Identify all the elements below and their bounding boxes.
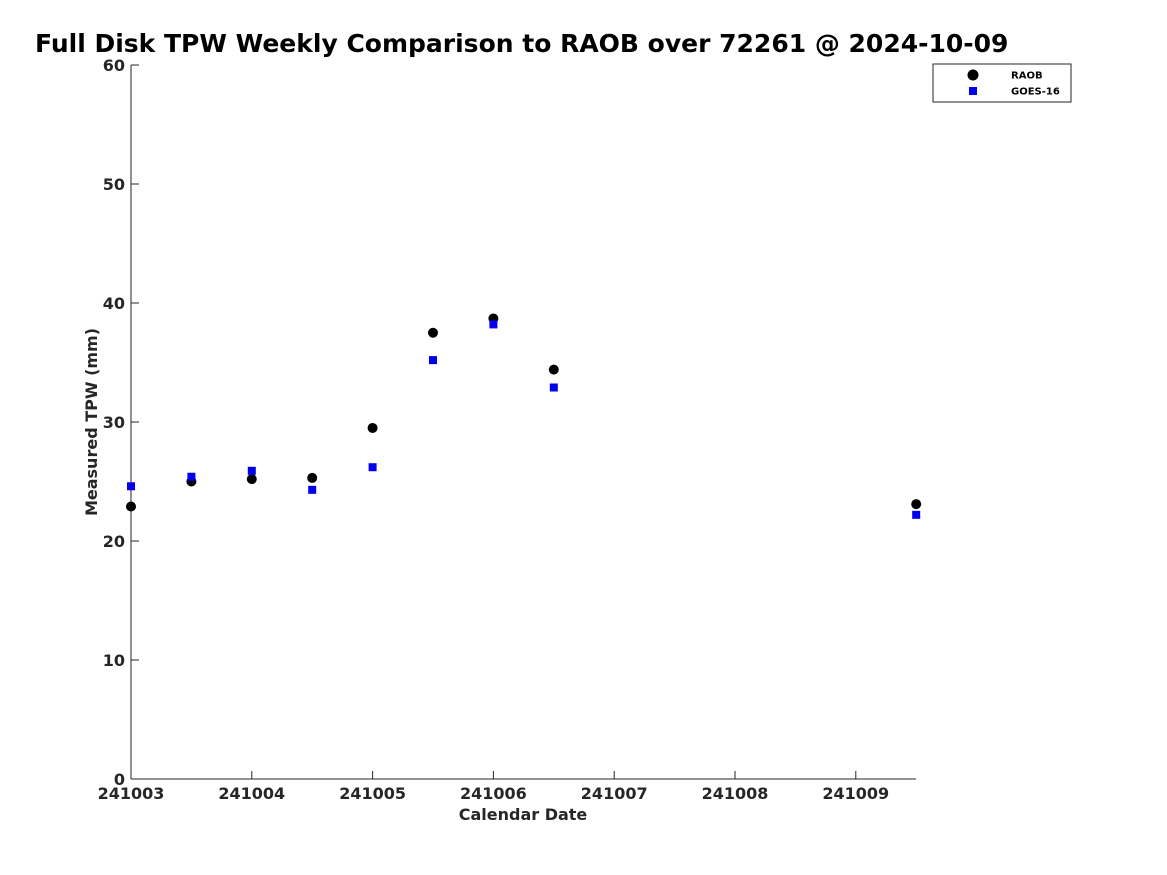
point-goes-16 [127,482,135,491]
legend-goes-label: GOES-16 [1011,87,1060,98]
y-tick-label: 60 [103,56,125,75]
x-tick-label: 241009 [822,784,889,803]
data-points [126,313,922,519]
point-goes-16 [489,320,498,329]
point-raob [911,499,922,510]
point-goes-16 [912,510,921,519]
chart-title: Full Disk TPW Weekly Comparison to RAOB … [35,29,1008,58]
point-goes-16 [187,472,196,481]
y-tick-label: 50 [103,175,125,194]
point-raob [548,364,559,375]
x-tick-label: 241006 [460,784,527,803]
plot-axes [130,65,916,780]
y-tick-label: 0 [114,770,125,789]
x-tick-label: 241004 [218,784,285,803]
y-tick-label: 10 [103,651,125,670]
legend-raob-marker [967,69,979,81]
point-raob [126,501,136,512]
y-tick-label: 40 [103,294,125,313]
point-raob [307,472,318,483]
x-tick-label: 241007 [581,784,648,803]
point-goes-16 [247,466,256,475]
x-ticks: 241003 241004 241005 241006 241007 241008 2410… [98,771,889,803]
point-goes-16 [549,383,558,392]
legend-raob-label: RAOB [1011,71,1043,82]
y-tick-label: 30 [103,413,125,432]
y-tick-label: 20 [103,532,125,551]
point-raob [428,327,438,338]
point-raob [367,422,378,433]
x-tick-label: 241003 [98,784,165,803]
y-ticks: 0 10 20 30 40 50 60 [103,56,139,789]
legend: RAOB GOES-16 [932,63,1072,103]
point-goes-16 [429,356,437,365]
point-raob [246,474,257,485]
point-goes-16 [368,463,377,472]
x-tick-label: 241008 [702,784,769,803]
y-axis-label: Measured TPW (mm) [82,328,101,516]
x-axis-label: Calendar Date [459,805,588,824]
legend-box [932,63,1072,103]
point-goes-16 [308,485,317,494]
x-tick-label: 241005 [339,784,406,803]
legend-goes-marker [969,87,977,95]
